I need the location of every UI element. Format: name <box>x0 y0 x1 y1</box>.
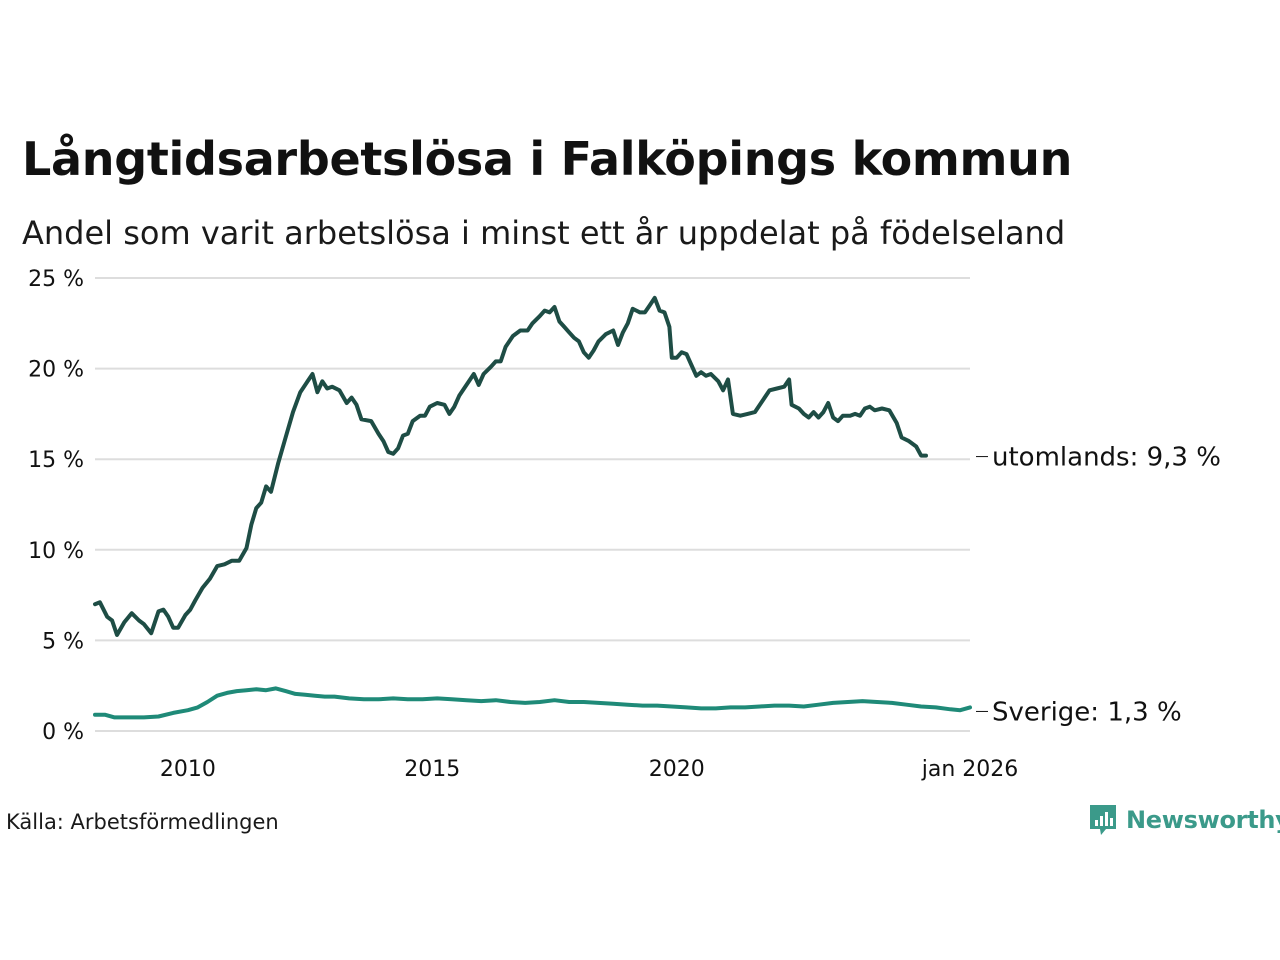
x-tick-label: 2020 <box>649 757 705 782</box>
brand-logo: Newsworthy <box>1088 803 1280 837</box>
x-axis-ticks: 2010 2015 2020 jan 2026 <box>160 757 1018 782</box>
x-tick-label: 2010 <box>160 757 216 782</box>
series-lines <box>93 295 972 720</box>
source-note: Källa: Arbetsförmedlingen <box>6 810 279 834</box>
y-tick-label: 20 % <box>28 358 84 383</box>
y-tick-label: 15 % <box>28 448 84 473</box>
newsworthy-logo-icon <box>1090 805 1116 835</box>
y-axis-ticks: 0 % 5 % 10 % 15 % 20 % 25 % <box>28 267 84 745</box>
gridlines <box>95 277 970 732</box>
y-tick-label: 0 % <box>42 720 84 745</box>
x-tick-label: 2015 <box>404 757 460 782</box>
x-tick-label: jan 2026 <box>921 757 1019 782</box>
series-end-labels: utomlands: 9,3 % Sverige: 1,3 % <box>976 443 1221 727</box>
end-label-utomlands: utomlands: 9,3 % <box>992 443 1221 473</box>
series-line-sverige <box>93 686 972 720</box>
y-tick-label: 10 % <box>28 539 84 564</box>
chart-subtitle: Andel som varit arbetslösa i minst ett å… <box>22 214 1066 252</box>
brand-name: Newsworthy <box>1126 806 1280 834</box>
series-line-utomlands <box>93 295 928 637</box>
end-label-sverige: Sverige: 1,3 % <box>992 697 1182 727</box>
y-tick-label: 25 % <box>28 267 84 292</box>
chart-title: Långtidsarbetslösa i Falköpings kommun <box>22 132 1073 186</box>
y-tick-label: 5 % <box>42 629 84 654</box>
